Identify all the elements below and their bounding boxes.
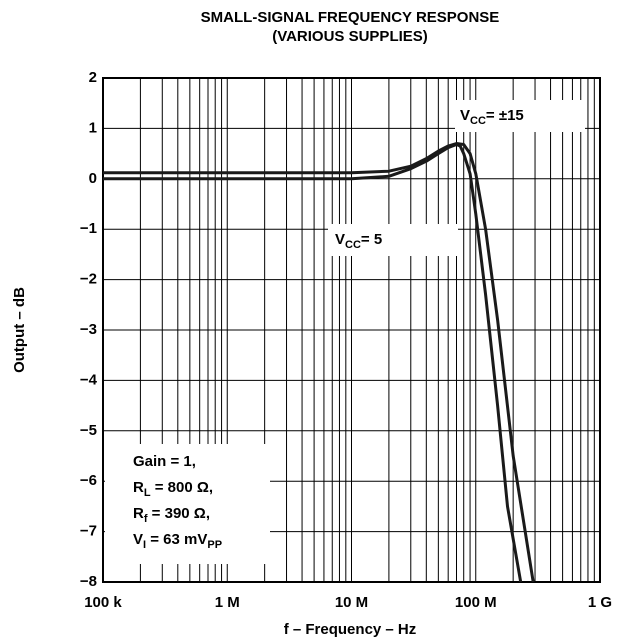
series-label-part: V bbox=[460, 107, 470, 124]
note-line: Gain = 1, bbox=[133, 453, 196, 470]
note-line-part: R bbox=[133, 479, 144, 496]
y-tick-label: −8 bbox=[80, 573, 97, 590]
series-label: VCC= ±15 bbox=[460, 107, 524, 127]
y-tick-label: −1 bbox=[80, 220, 97, 237]
x-tick-label: 10 M bbox=[335, 594, 368, 611]
series-label-part: = ±15 bbox=[486, 107, 524, 124]
y-tick-label: 2 bbox=[89, 69, 97, 86]
y-tick-label: −7 bbox=[80, 523, 97, 540]
note-line-part: = 390 Ω, bbox=[148, 505, 210, 522]
note-line: RL = 800 Ω, bbox=[133, 479, 213, 499]
note-line-part: L bbox=[144, 487, 151, 499]
x-axis-label: f – Frequency – Hz bbox=[284, 621, 417, 638]
series-label-part: = 5 bbox=[361, 231, 382, 248]
series-label-part: CC bbox=[470, 115, 486, 127]
series-label: VCC= 5 bbox=[335, 231, 382, 251]
note-line: Rf = 390 Ω, bbox=[133, 505, 210, 525]
note-line-part: Gain = 1, bbox=[133, 453, 196, 470]
note-line-part: R bbox=[133, 505, 144, 522]
plot-frame bbox=[102, 77, 601, 583]
label-background bbox=[455, 100, 585, 132]
y-tick-label: −5 bbox=[80, 422, 97, 439]
note-background bbox=[105, 444, 270, 564]
note-line-part: I bbox=[143, 539, 146, 551]
note-line-part: PP bbox=[207, 539, 222, 551]
series-line bbox=[103, 143, 523, 583]
x-tick-label: 1 G bbox=[588, 594, 612, 611]
y-tick-label: −4 bbox=[80, 371, 98, 388]
note-line-part: V bbox=[133, 531, 143, 548]
y-tick-label: −6 bbox=[80, 472, 97, 489]
x-tick-label: 100 M bbox=[455, 594, 497, 611]
y-tick-label: 1 bbox=[89, 119, 97, 136]
note-line: VI = 63 mVPP bbox=[133, 531, 222, 551]
y-tick-label: −3 bbox=[80, 321, 97, 338]
note-line-part: = 63 mV bbox=[146, 531, 207, 548]
x-tick-label: 100 k bbox=[84, 594, 122, 611]
label-background bbox=[328, 224, 458, 256]
y-axis-label: Output – dB bbox=[11, 287, 28, 373]
y-tick-label: 0 bbox=[89, 170, 97, 187]
chart-title: SMALL-SIGNAL FREQUENCY RESPONSE bbox=[201, 9, 500, 26]
y-tick-label: −2 bbox=[80, 271, 97, 288]
series-label-part: V bbox=[335, 231, 345, 248]
note-line-part: = 800 Ω, bbox=[151, 479, 213, 496]
note-line-part: f bbox=[144, 513, 148, 525]
series-label-part: CC bbox=[345, 239, 361, 251]
chart-title: (VARIOUS SUPPLIES) bbox=[272, 28, 428, 45]
x-tick-label: 1 M bbox=[215, 594, 240, 611]
